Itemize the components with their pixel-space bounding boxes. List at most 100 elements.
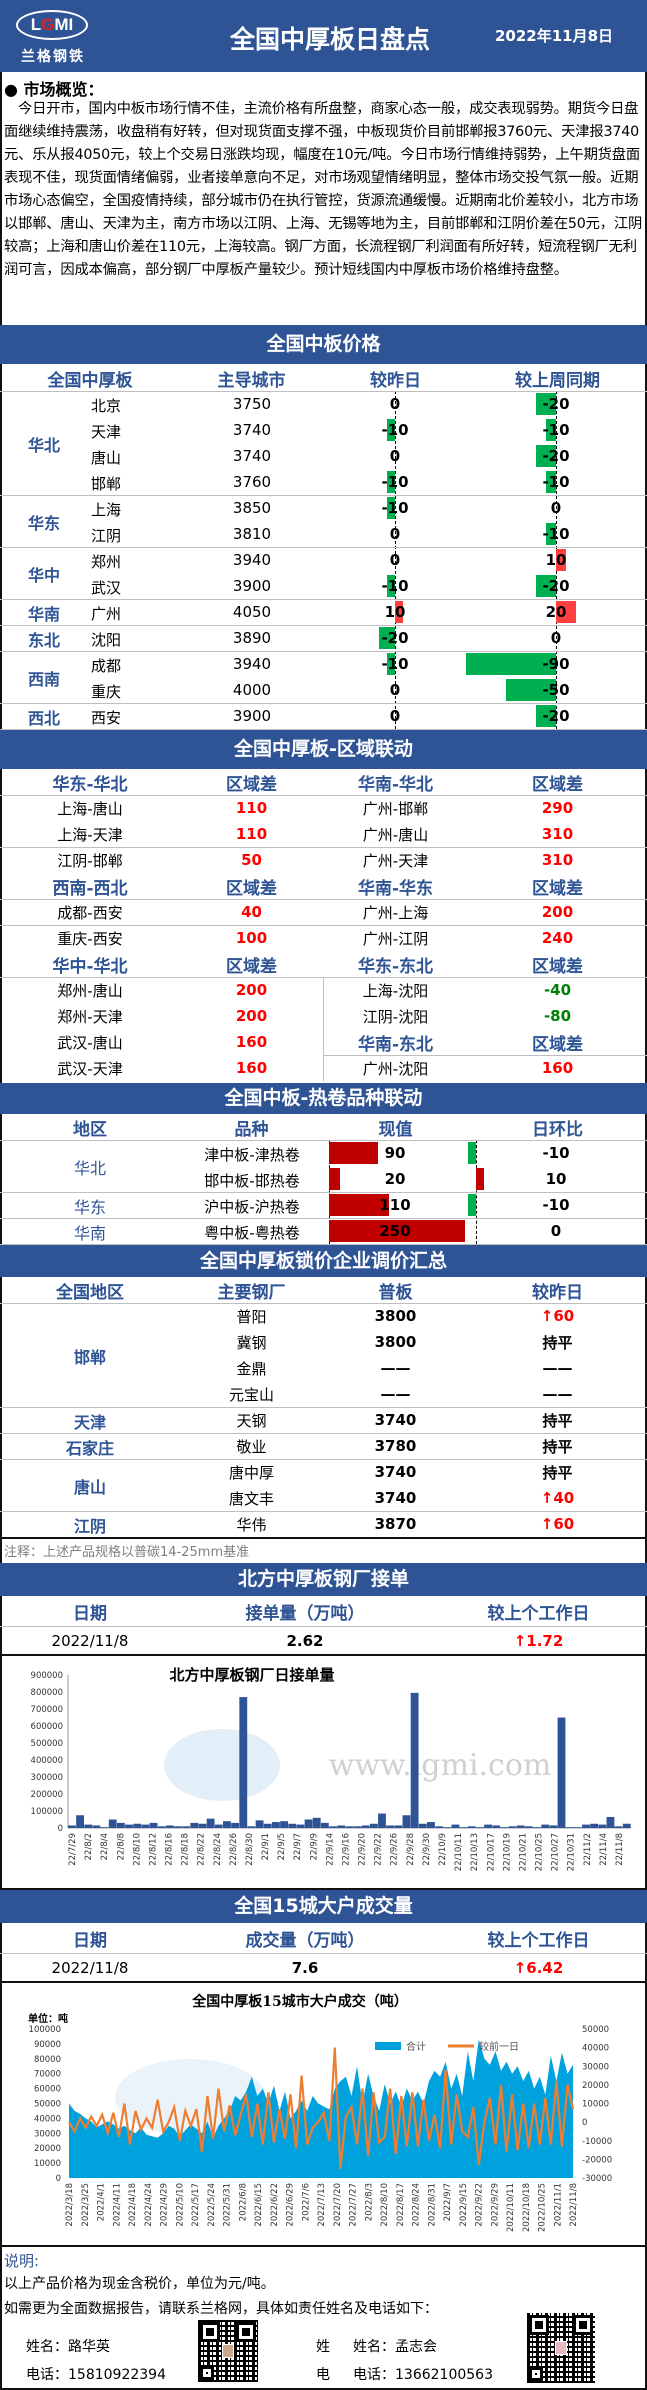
divider bbox=[0, 847, 647, 848]
bar bbox=[206, 1818, 215, 1828]
x-tick-label: 2022/7/20 bbox=[333, 2183, 343, 2227]
lock-row: 唐中厚 3740 持平 bbox=[0, 1459, 647, 1485]
spread-group-header: 华南-东北 区域差 bbox=[323, 1029, 646, 1055]
spread-group-header: 西南-西北 区域差 bbox=[0, 873, 323, 899]
region-label: 华东 bbox=[28, 514, 61, 533]
mill-name: 金鼎 bbox=[236, 1359, 267, 1378]
increase-bar bbox=[556, 601, 576, 623]
spread-col-header: 区域差 bbox=[532, 1034, 583, 1055]
x-tick-label: 22/9/22 bbox=[374, 1833, 384, 1866]
report-header: LGMI 兰格钢铁 全国中厚板日盘点 2022年11月8日 bbox=[0, 0, 647, 72]
volume-header: 日期 成交量（万吨） 较上个工作日 bbox=[0, 1924, 647, 1953]
bar bbox=[484, 1824, 492, 1828]
group-divider bbox=[0, 703, 647, 704]
spread-pair: 郑州-唐山 bbox=[57, 981, 123, 1000]
col-header: 普板 bbox=[378, 1282, 413, 1303]
x-tick-label: 22/11/2 bbox=[583, 1833, 593, 1866]
divider bbox=[0, 1407, 647, 1408]
x-tick-label: 2022/9/15 bbox=[459, 2183, 469, 2227]
x-tick-label: 22/10/13 bbox=[470, 1833, 480, 1871]
region-label: 华南 bbox=[74, 1224, 107, 1243]
x-tick-label: 2022/10/11 bbox=[506, 2183, 516, 2232]
col-header: 品种 bbox=[234, 1119, 269, 1140]
y2-tick-label: -10000 bbox=[582, 2137, 612, 2147]
spread-row: 江阴-邯郸 50 bbox=[0, 847, 323, 873]
bar bbox=[598, 1824, 607, 1828]
col-header: 成交量（万吨） bbox=[245, 1931, 365, 1951]
city-name: 重庆 bbox=[91, 683, 122, 701]
volume-date: 2022/11/8 bbox=[51, 1958, 129, 1977]
spread-col-header: 区域差 bbox=[226, 956, 277, 977]
bar bbox=[516, 1825, 525, 1828]
coil-value: 110 bbox=[379, 1196, 411, 1214]
spread-row: 广州-天津 310 bbox=[323, 847, 646, 873]
city-name: 沈阳 bbox=[91, 631, 122, 649]
weekly-change: -20 bbox=[542, 447, 570, 465]
x-tick-label: 22/10/31 bbox=[567, 1833, 577, 1871]
divider bbox=[323, 795, 647, 796]
weekly-change: -10 bbox=[542, 473, 570, 491]
price-change: —— bbox=[542, 1385, 573, 1403]
spread-row: 成都-西安 40 bbox=[0, 899, 323, 925]
increase-bar bbox=[395, 601, 403, 623]
decrease-bar bbox=[536, 393, 556, 415]
bar bbox=[590, 1823, 599, 1828]
decrease-bar bbox=[546, 523, 556, 545]
daily-change: -10 bbox=[381, 499, 409, 517]
bar bbox=[214, 1824, 223, 1828]
spread-value: 110 bbox=[235, 825, 268, 843]
contact-name: 路华英 bbox=[68, 2339, 110, 2355]
bar bbox=[337, 1825, 346, 1828]
region-label: 天津 bbox=[73, 1413, 106, 1432]
y-tick-label: 60000 bbox=[34, 2085, 61, 2095]
x-tick-label: 2022/3/25 bbox=[81, 2183, 91, 2227]
bar bbox=[247, 1826, 256, 1828]
y-tick-label: 200000 bbox=[31, 1790, 63, 1800]
bar bbox=[198, 1823, 207, 1828]
footer-line-2: 如需更为全面数据报告，请联系兰格网，具体如责任姓名及电话如下： bbox=[4, 2301, 438, 2317]
col-header: 较昨日 bbox=[370, 370, 421, 391]
bar bbox=[533, 1827, 541, 1828]
weekly-change: -20 bbox=[542, 577, 570, 595]
daily-change: 0 bbox=[389, 551, 401, 569]
spread-pair: 广州-江阴 bbox=[362, 929, 429, 948]
bar bbox=[304, 1819, 313, 1828]
x-tick-label: 2022/7/13 bbox=[317, 2183, 327, 2227]
x-tick-label: 2022/8/24 bbox=[412, 2183, 422, 2227]
mill-name: 天钢 bbox=[236, 1411, 267, 1430]
price-change: —— bbox=[542, 1359, 573, 1377]
spread-value: 160 bbox=[235, 1059, 268, 1077]
price-value: 3900 bbox=[232, 577, 272, 595]
weekly-change: -10 bbox=[542, 421, 570, 439]
bar bbox=[345, 1826, 354, 1828]
bar bbox=[288, 1823, 297, 1828]
region-label: 华中 bbox=[28, 566, 61, 585]
plate-price: —— bbox=[380, 1385, 411, 1403]
spread-value: 240 bbox=[541, 929, 574, 947]
legend-label-total: 合计 bbox=[406, 2040, 426, 2053]
bar bbox=[557, 1717, 566, 1828]
volume-value: 7.6 bbox=[291, 1958, 319, 1977]
col-header: 较昨日 bbox=[532, 1282, 583, 1303]
city-name: 武汉 bbox=[91, 579, 122, 597]
spread-pair: 广州-唐山 bbox=[362, 825, 429, 844]
bar bbox=[271, 1822, 280, 1828]
plate-price: 3800 bbox=[374, 1333, 417, 1351]
divider bbox=[0, 925, 647, 926]
decrease-bar bbox=[536, 445, 556, 467]
spread-value: 160 bbox=[541, 1059, 574, 1077]
spread-col-header: 区域差 bbox=[532, 878, 583, 899]
x-tick-label: 2022/5/17 bbox=[191, 2183, 201, 2227]
decrease-bar bbox=[536, 575, 556, 597]
region-label: 唐山 bbox=[73, 1478, 106, 1497]
plate-price: 3870 bbox=[374, 1515, 417, 1533]
spread-value: 160 bbox=[235, 1033, 268, 1051]
contact-1-name: 姓名：路华英 bbox=[26, 2336, 110, 2356]
x-tick-label: 22/10/27 bbox=[551, 1833, 561, 1871]
price-value: 3940 bbox=[232, 655, 272, 673]
bar bbox=[296, 1824, 305, 1828]
spread-pair: 江阴-邯郸 bbox=[57, 851, 123, 870]
x-tick-label: 22/8/2 bbox=[84, 1833, 94, 1860]
decrease-bar bbox=[506, 679, 556, 701]
col-header: 全国中厚板 bbox=[47, 370, 133, 391]
